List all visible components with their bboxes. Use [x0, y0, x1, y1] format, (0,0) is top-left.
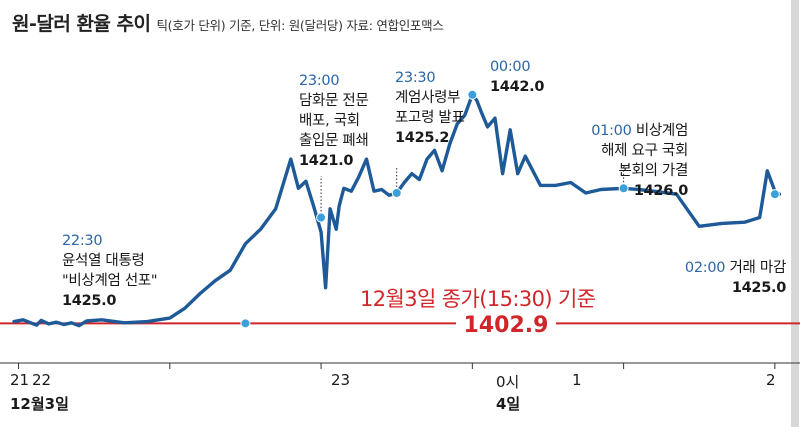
annotation-time: 01:00 [591, 123, 632, 139]
annotation-text: 본회의 가결 [618, 163, 688, 179]
chart-header: 원-달러 환율 추이 틱(호가 단위) 기준, 단위: 원(달러당) 자료: 연합… [12, 9, 444, 36]
annotation-value: 1421.0 [299, 153, 354, 169]
annotation-value: 1426.0 [633, 183, 688, 199]
x-tick-label: 2 [766, 371, 776, 389]
data-point-marker [391, 187, 402, 198]
annotation-text: "비상계엄 선포" [62, 273, 158, 289]
reference-line-value: 1402.9 [456, 313, 556, 338]
x-tick-label: 0시 [496, 373, 520, 391]
data-point-marker [618, 183, 629, 194]
x-tick-label: 22 [32, 371, 52, 389]
date-label: 12월3일 [10, 395, 69, 413]
data-point-marker [769, 189, 780, 200]
annotation-line-1: 01:00 비상계엄 [570, 121, 688, 141]
chart-title: 원-달러 환율 추이 [12, 13, 151, 35]
annotation-0200: 02:00 거래 마감 1425.0 [660, 258, 786, 298]
annotation-value: 1425.0 [62, 293, 117, 309]
annotation-line-1: 02:00 거래 마감 [660, 258, 786, 278]
annotation-text: 윤석열 대통령 [62, 253, 145, 269]
data-point-marker [316, 212, 327, 223]
annotation-text: 해제 요구 국회 [601, 143, 688, 159]
chart-subtitle: 틱(호가 단위) 기준, 단위: 원(달러당) 자료: 연합인포맥스 [156, 18, 444, 33]
annotation-time: 22:30 [62, 233, 103, 249]
annotation-value: 1425.0 [731, 280, 786, 296]
annotation-0000: 00:00 1442.0 [490, 57, 544, 97]
x-tick-label: 23 [331, 371, 351, 389]
data-point-marker [240, 318, 251, 329]
series-line [12, 93, 782, 328]
annotation-text: 배포, 국회 [299, 113, 360, 129]
annotation-2330: 23:30 계엄사령부 포고령 발표 1425.2 [395, 68, 465, 148]
annotation-text: 출입문 폐쇄 [299, 133, 369, 149]
annotation-time: 23:30 [395, 70, 436, 86]
annotation-time: 00:00 [490, 59, 531, 75]
annotation-text: 계엄사령부 [395, 90, 461, 106]
annotation-text: 거래 마감 [729, 260, 787, 276]
annotation-text: 담화문 전문 [299, 93, 369, 109]
annotation-time: 02:00 [684, 260, 726, 276]
annotation-2230: 22:30 윤석열 대통령 "비상계엄 선포" 1425.0 [62, 231, 158, 311]
annotation-time: 23:00 [299, 73, 340, 89]
data-point-marker [467, 89, 478, 100]
annotation-value: 1442.0 [490, 79, 545, 95]
x-tick-label: 1 [572, 371, 582, 389]
annotation-text: 포고령 발표 [395, 110, 465, 126]
annotation-2300: 23:00 담화문 전문 배포, 국회 출입문 폐쇄 1421.0 [299, 71, 369, 171]
date-label: 4일 [496, 395, 521, 413]
x-tick-label: 21 [10, 371, 30, 389]
annotation-text: 비상계엄 [635, 123, 688, 139]
reference-line-label: 12월3일 종가(15:30) 기준 [360, 287, 596, 311]
annotation-0100: 01:00 비상계엄 해제 요구 국회 본회의 가결 1426.0 [570, 121, 688, 201]
annotation-value: 1425.2 [395, 130, 450, 146]
